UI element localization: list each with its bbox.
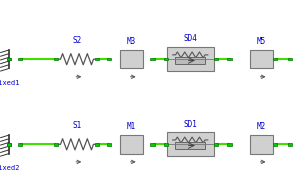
Bar [164, 143, 168, 146]
Bar [227, 143, 232, 146]
Text: M1: M1 [127, 122, 136, 131]
Bar [120, 50, 143, 68]
Text: M5: M5 [257, 37, 266, 46]
Bar [95, 58, 99, 60]
Bar [214, 143, 218, 146]
Text: SD1: SD1 [183, 120, 197, 129]
Bar [18, 58, 22, 60]
Bar [150, 58, 155, 60]
Bar [167, 47, 214, 71]
Text: M2: M2 [257, 122, 266, 131]
Bar [150, 143, 155, 146]
Text: Fixed2: Fixed2 [0, 165, 19, 171]
Bar [164, 58, 168, 60]
Bar [273, 58, 277, 60]
Text: Fixed1: Fixed1 [0, 80, 19, 85]
Bar [288, 58, 292, 60]
Text: M3: M3 [127, 37, 136, 46]
Bar [7, 143, 11, 146]
Bar [288, 143, 292, 146]
Bar [120, 135, 143, 154]
Text: S2: S2 [72, 36, 82, 45]
Bar [54, 143, 58, 146]
Bar [95, 143, 99, 146]
Bar [7, 58, 11, 60]
Bar [54, 58, 58, 60]
Bar [214, 58, 218, 60]
Bar [227, 58, 232, 60]
Bar [273, 143, 277, 146]
Bar [175, 57, 205, 64]
Bar [107, 58, 111, 60]
Bar [167, 132, 214, 156]
Text: SD4: SD4 [183, 34, 197, 43]
Bar [250, 50, 272, 68]
Bar [107, 143, 111, 146]
Text: S1: S1 [72, 121, 82, 130]
Bar [175, 142, 205, 149]
Bar [18, 143, 22, 146]
Bar [250, 135, 272, 154]
